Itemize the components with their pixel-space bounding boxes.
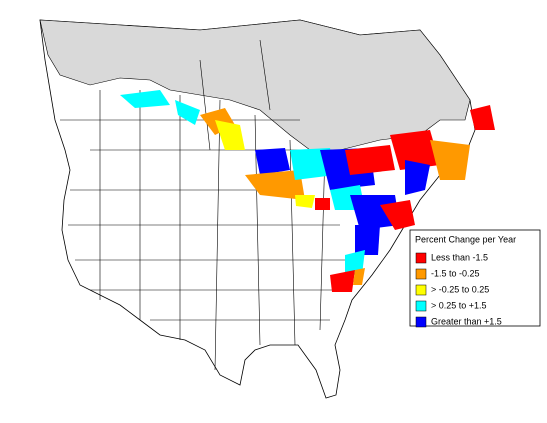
- legend-label: Greater than +1.5: [431, 316, 502, 326]
- patch: [353, 268, 365, 285]
- legend-swatch: [415, 252, 427, 264]
- patch: [175, 100, 200, 125]
- patch: [345, 250, 365, 275]
- legend-swatch: [415, 300, 427, 312]
- legend: Percent Change per Year Less than -1.5 -1…: [409, 229, 541, 328]
- patch: [215, 120, 245, 150]
- patch: [355, 225, 380, 255]
- patch: [255, 148, 290, 175]
- patch: [430, 140, 470, 180]
- patch: [245, 170, 305, 200]
- patch: [380, 200, 415, 230]
- legend-label: Less than -1.5: [431, 252, 488, 262]
- patch: [315, 198, 330, 210]
- legend-label: > 0.25 to +1.5: [431, 300, 487, 310]
- patch: [390, 130, 440, 170]
- legend-title: Percent Change per Year: [415, 234, 516, 244]
- patch: [345, 145, 395, 175]
- boundaries: [60, 39, 360, 371]
- legend-swatch: [415, 284, 427, 296]
- legend-swatch: [415, 268, 427, 280]
- patch: [405, 160, 430, 195]
- legend-box: [409, 229, 541, 327]
- legend-items: Less than -1.5 -1.5 to -0.25 > -0.25 to 0.…: [415, 252, 502, 328]
- survey-patches: [120, 90, 495, 292]
- legend-swatch: [415, 316, 427, 328]
- patch: [120, 90, 170, 108]
- legend-label: -1.5 to -0.25: [431, 268, 480, 278]
- patch: [470, 105, 495, 130]
- patch: [330, 270, 355, 292]
- patch: [295, 195, 315, 208]
- legend-label: > -0.25 to 0.25: [431, 284, 489, 294]
